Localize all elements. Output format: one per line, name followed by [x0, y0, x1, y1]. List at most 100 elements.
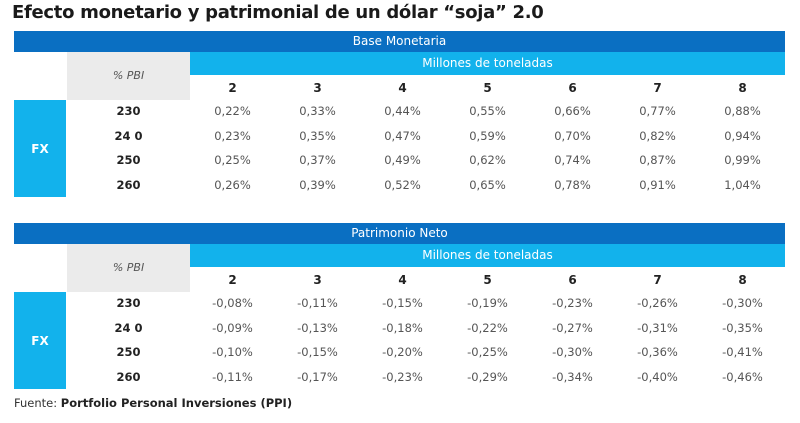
table-row: 250 0,25% 0,37% 0,49% 0,62% 0,74% 0,87% 0,99% — [67, 148, 785, 172]
table-cell: 0,25% — [214, 153, 251, 167]
table-cell: 0,52% — [384, 177, 421, 192]
table-cell: 0,82% — [639, 128, 676, 143]
table-cell: 0,99% — [724, 153, 761, 167]
source-name: Portfolio Personal Inversiones (PPI) — [60, 396, 293, 410]
table-cell: 0,59% — [469, 128, 506, 143]
table-title: Base Monetaria — [14, 31, 785, 52]
table-cell: 0,94% — [724, 128, 761, 143]
table-cell: -0,15% — [297, 345, 338, 359]
table-cell: -0,11% — [297, 296, 338, 310]
column-header: 3 — [313, 81, 322, 95]
table-cell: 0,66% — [554, 104, 591, 118]
column-header: 4 — [398, 273, 407, 287]
table-cell: -0,26% — [637, 296, 678, 310]
table-cell: 0,26% — [214, 177, 251, 192]
subheader: Millones de toneladas — [190, 52, 785, 75]
table-cell: -0,30% — [552, 345, 593, 359]
table-cell: -0,29% — [467, 369, 508, 384]
table-cell: -0,41% — [722, 345, 763, 359]
table-cell: -0,35% — [722, 320, 763, 335]
table-row: 260 -0,11% -0,17% -0,23% -0,29% -0,34% -0,40% -… — [67, 365, 785, 389]
row-label: 24 0 — [114, 320, 143, 335]
table-row: 230 0,22% 0,33% 0,44% 0,55% 0,66% 0,77% 0,88% — [67, 99, 785, 123]
table-cell: -0,22% — [467, 320, 508, 335]
table-cell: -0,25% — [467, 345, 508, 359]
column-header: 4 — [398, 81, 407, 95]
table-0: Base Monetaria Millones de toneladas % P… — [14, 31, 785, 201]
table-cell: 0,87% — [639, 153, 676, 167]
table-cell: -0,19% — [467, 296, 508, 310]
table-cell: 0,47% — [384, 128, 421, 143]
table-cell: -0,10% — [212, 345, 253, 359]
table-cell: -0,23% — [382, 369, 423, 384]
row-label: 260 — [116, 177, 141, 192]
table-cell: -0,13% — [297, 320, 338, 335]
column-header: 8 — [738, 81, 747, 95]
corner-label: % PBI — [67, 244, 190, 292]
table-cell: 0,35% — [299, 128, 336, 143]
column-header: 7 — [653, 273, 662, 287]
table-cell: -0,31% — [637, 320, 678, 335]
column-header: 6 — [568, 273, 577, 287]
column-header: 2 — [228, 81, 237, 95]
table-row: 24 0 0,23% 0,35% 0,47% 0,59% 0,70% 0,82% 0,94% — [67, 124, 785, 148]
row-label: 260 — [116, 369, 141, 384]
column-header-row: 2 3 4 5 6 7 8 — [67, 268, 785, 292]
page-title: Efecto monetario y patrimonial de un dól… — [12, 2, 544, 23]
row-label: 250 — [116, 153, 141, 167]
table-row: 250 -0,10% -0,15% -0,20% -0,25% -0,30% -0,36% -… — [67, 340, 785, 364]
table-cell: 0,49% — [384, 153, 421, 167]
column-header: 8 — [738, 273, 747, 287]
table-cell: -0,15% — [382, 296, 423, 310]
row-label: 230 — [116, 296, 141, 310]
source-note: Fuente: Portfolio Personal Inversiones (… — [14, 396, 292, 410]
fx-label: FX — [14, 292, 66, 389]
table-cell: -0,09% — [212, 320, 253, 335]
table-cell: 0,44% — [384, 104, 421, 118]
table-cell: -0,30% — [722, 296, 763, 310]
table-cell: 0,74% — [554, 153, 591, 167]
table-title: Patrimonio Neto — [14, 223, 785, 244]
source-prefix: Fuente: — [14, 396, 61, 410]
table-cell: -0,27% — [552, 320, 593, 335]
table-cell: 0,33% — [299, 104, 336, 118]
table-cell: 0,23% — [214, 128, 251, 143]
table-cell: 1,04% — [724, 177, 761, 192]
table-cell: -0,40% — [637, 369, 678, 384]
table-cell: -0,20% — [382, 345, 423, 359]
row-label: 24 0 — [114, 128, 143, 143]
table-cell: -0,08% — [212, 296, 253, 310]
table-cell: 0,39% — [299, 177, 336, 192]
table-cell: -0,18% — [382, 320, 423, 335]
subheader: Millones de toneladas — [190, 244, 785, 267]
fx-label: FX — [14, 100, 66, 197]
table-cell: -0,23% — [552, 296, 593, 310]
row-label: 230 — [116, 104, 141, 118]
table-row: 260 0,26% 0,39% 0,52% 0,65% 0,78% 0,91% 1,04% — [67, 173, 785, 197]
table-cell: -0,17% — [297, 369, 338, 384]
corner-label: % PBI — [67, 52, 190, 100]
column-header: 5 — [483, 81, 492, 95]
table-cell: -0,11% — [212, 369, 253, 384]
table-row: 230 -0,08% -0,11% -0,15% -0,19% -0,23% -0,26% -… — [67, 291, 785, 315]
column-header: 6 — [568, 81, 577, 95]
column-header: 3 — [313, 273, 322, 287]
row-label: 250 — [116, 345, 141, 359]
column-header: 2 — [228, 273, 237, 287]
table-cell: 0,65% — [469, 177, 506, 192]
table-cell: 0,22% — [214, 104, 251, 118]
table-1: Patrimonio Neto Millones de toneladas % … — [14, 223, 785, 393]
table-cell: 0,37% — [299, 153, 336, 167]
table-cell: -0,36% — [637, 345, 678, 359]
table-cell: 0,62% — [469, 153, 506, 167]
table-row: 24 0 -0,09% -0,13% -0,18% -0,22% -0,27% -0,31%… — [67, 316, 785, 340]
table-cell: -0,34% — [552, 369, 593, 384]
table-cell: 0,78% — [554, 177, 591, 192]
column-header-row: 2 3 4 5 6 7 8 — [67, 76, 785, 100]
table-cell: 0,55% — [469, 104, 506, 118]
table-cell: 0,70% — [554, 128, 591, 143]
table-cell: 0,88% — [724, 104, 761, 118]
table-cell: -0,46% — [722, 369, 763, 384]
column-header: 5 — [483, 273, 492, 287]
column-header: 7 — [653, 81, 662, 95]
